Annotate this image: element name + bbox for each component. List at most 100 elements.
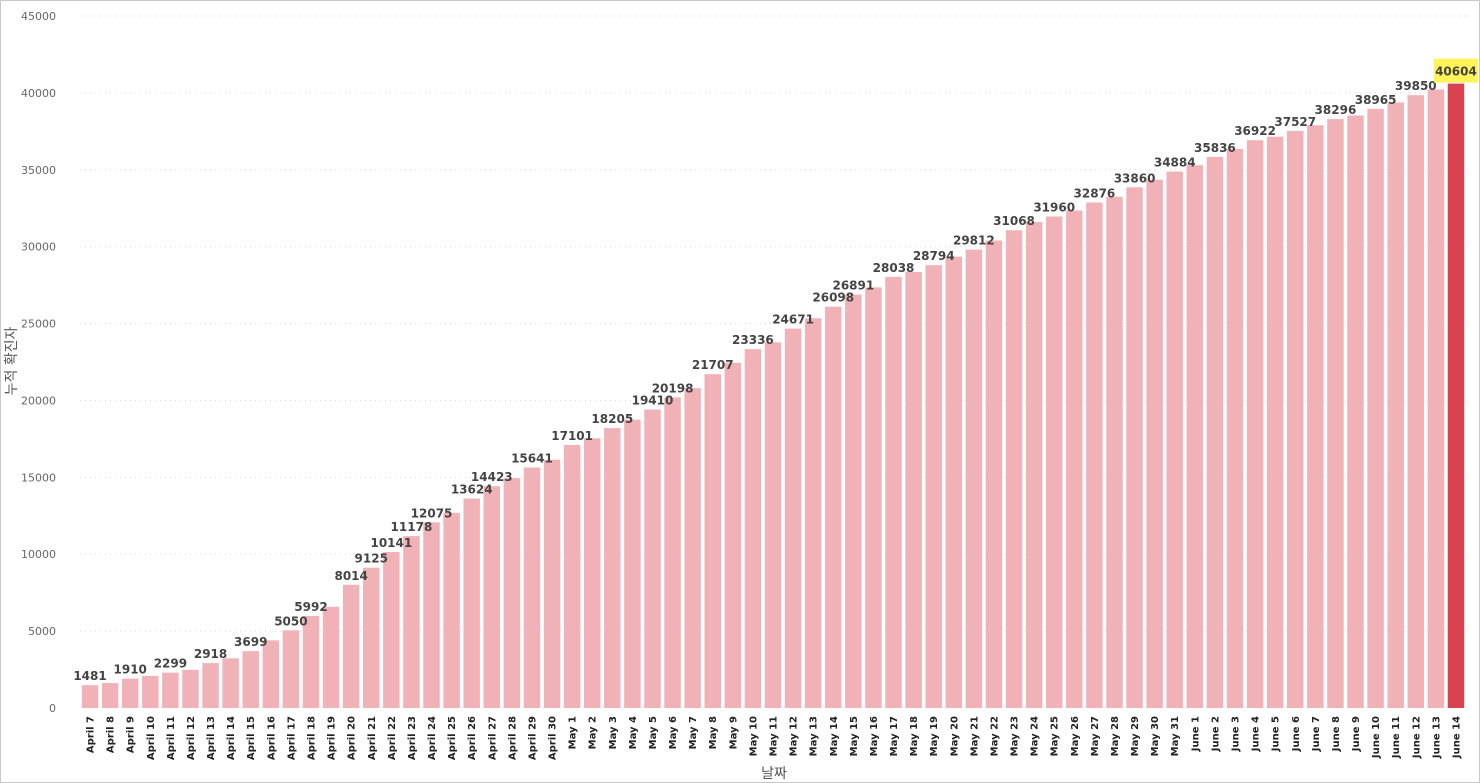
bar[interactable] — [1066, 210, 1083, 709]
bar[interactable] — [724, 362, 742, 708]
x-axis-ticks: April 7 April 8 April 9 April 10 April 11 Apr… — [86, 716, 1463, 760]
bar[interactable] — [1106, 196, 1123, 708]
data-label: 13624 — [451, 482, 493, 496]
bar[interactable] — [1387, 102, 1404, 709]
bar[interactable] — [1186, 165, 1204, 709]
bar[interactable] — [825, 306, 842, 708]
x-tick-label: June 4 — [1251, 716, 1262, 752]
bar[interactable] — [182, 669, 199, 708]
x-tick-label: June 12 — [1411, 716, 1422, 759]
bar[interactable] — [845, 294, 862, 708]
bar[interactable] — [1307, 125, 1324, 708]
bar[interactable] — [604, 428, 621, 708]
bar[interactable] — [945, 256, 963, 708]
bar[interactable] — [1206, 156, 1224, 709]
data-label: 38296 — [1315, 103, 1357, 117]
bar[interactable] — [162, 672, 179, 708]
bar[interactable] — [81, 685, 99, 708]
x-tick-label: May 7 — [688, 716, 699, 749]
bar[interactable] — [262, 640, 280, 708]
x-tick-label: June 10 — [1371, 716, 1382, 759]
data-label: 19410 — [632, 394, 674, 408]
bar[interactable] — [1045, 216, 1063, 708]
bar[interactable] — [242, 651, 259, 708]
bar[interactable] — [644, 409, 661, 708]
bar[interactable] — [443, 512, 460, 708]
bar[interactable] — [965, 249, 983, 709]
bar[interactable] — [142, 675, 159, 708]
bar[interactable] — [543, 459, 561, 708]
x-tick-label: April 20 — [347, 716, 358, 760]
bar[interactable] — [1347, 115, 1364, 709]
data-label: 28038 — [873, 261, 915, 275]
bar[interactable] — [202, 663, 219, 708]
bar[interactable] — [885, 276, 902, 708]
bar[interactable] — [1005, 230, 1023, 708]
bar[interactable] — [1287, 130, 1304, 708]
x-tick-label: May 25 — [1050, 716, 1061, 756]
bar[interactable] — [704, 374, 721, 708]
bar[interactable] — [342, 584, 360, 708]
data-label: 24671 — [772, 313, 814, 327]
x-tick-label: April 7 — [86, 716, 97, 753]
bar[interactable] — [1447, 83, 1465, 708]
data-label: 31960 — [1033, 201, 1075, 215]
data-label: 31068 — [993, 214, 1035, 228]
data-label: 2299 — [154, 657, 187, 671]
bar[interactable] — [563, 445, 581, 708]
bar[interactable] — [1126, 187, 1143, 708]
bar[interactable] — [784, 328, 802, 708]
x-tick-label: June 11 — [1391, 716, 1402, 759]
bar[interactable] — [503, 478, 521, 708]
bar[interactable] — [483, 486, 501, 708]
bar[interactable] — [1427, 89, 1445, 708]
bar[interactable] — [1367, 108, 1384, 709]
data-label: 3699 — [234, 635, 267, 649]
bar[interactable] — [1327, 119, 1344, 708]
bar[interactable] — [302, 615, 320, 708]
bar[interactable] — [1086, 202, 1103, 708]
bar[interactable] — [985, 240, 1003, 708]
bar[interactable] — [101, 683, 119, 708]
x-tick-label: May 30 — [1150, 716, 1161, 756]
data-label: 15641 — [511, 451, 553, 465]
bar[interactable] — [1025, 222, 1043, 708]
bar[interactable] — [744, 349, 762, 708]
x-tick-label: June 2 — [1210, 716, 1221, 752]
bar[interactable] — [282, 630, 300, 708]
y-axis-title: 누적 확진자 — [4, 326, 20, 395]
bar[interactable] — [1407, 95, 1425, 708]
bar[interactable] — [363, 567, 380, 708]
bar[interactable] — [1166, 171, 1183, 709]
bar[interactable] — [1146, 179, 1163, 709]
bar[interactable] — [925, 265, 942, 708]
bar[interactable] — [463, 498, 480, 708]
data-label: 37527 — [1274, 115, 1316, 129]
bar[interactable] — [684, 388, 701, 708]
data-label: 5050 — [274, 614, 307, 628]
x-tick-label: April 14 — [226, 716, 237, 760]
y-tick-label: 30000 — [21, 241, 56, 254]
data-label: 2918 — [194, 647, 227, 661]
bar[interactable] — [804, 318, 822, 708]
bar[interactable] — [403, 536, 420, 708]
bar[interactable] — [523, 467, 541, 708]
data-label: 35836 — [1194, 141, 1236, 155]
bar[interactable] — [322, 606, 340, 708]
bar[interactable] — [583, 438, 601, 708]
bar[interactable] — [1246, 140, 1264, 709]
bar[interactable] — [865, 287, 882, 708]
bar[interactable] — [222, 658, 239, 708]
bar[interactable] — [905, 272, 922, 708]
bar[interactable] — [121, 678, 139, 708]
bar[interactable] — [664, 397, 681, 708]
data-label: 32876 — [1074, 186, 1116, 200]
bar[interactable] — [383, 552, 400, 708]
bar[interactable] — [1226, 149, 1244, 709]
bar[interactable] — [1266, 136, 1284, 708]
bar[interactable] — [423, 522, 440, 708]
bar[interactable] — [764, 342, 782, 708]
x-tick-label: May 11 — [769, 716, 780, 756]
bar[interactable] — [624, 419, 641, 708]
